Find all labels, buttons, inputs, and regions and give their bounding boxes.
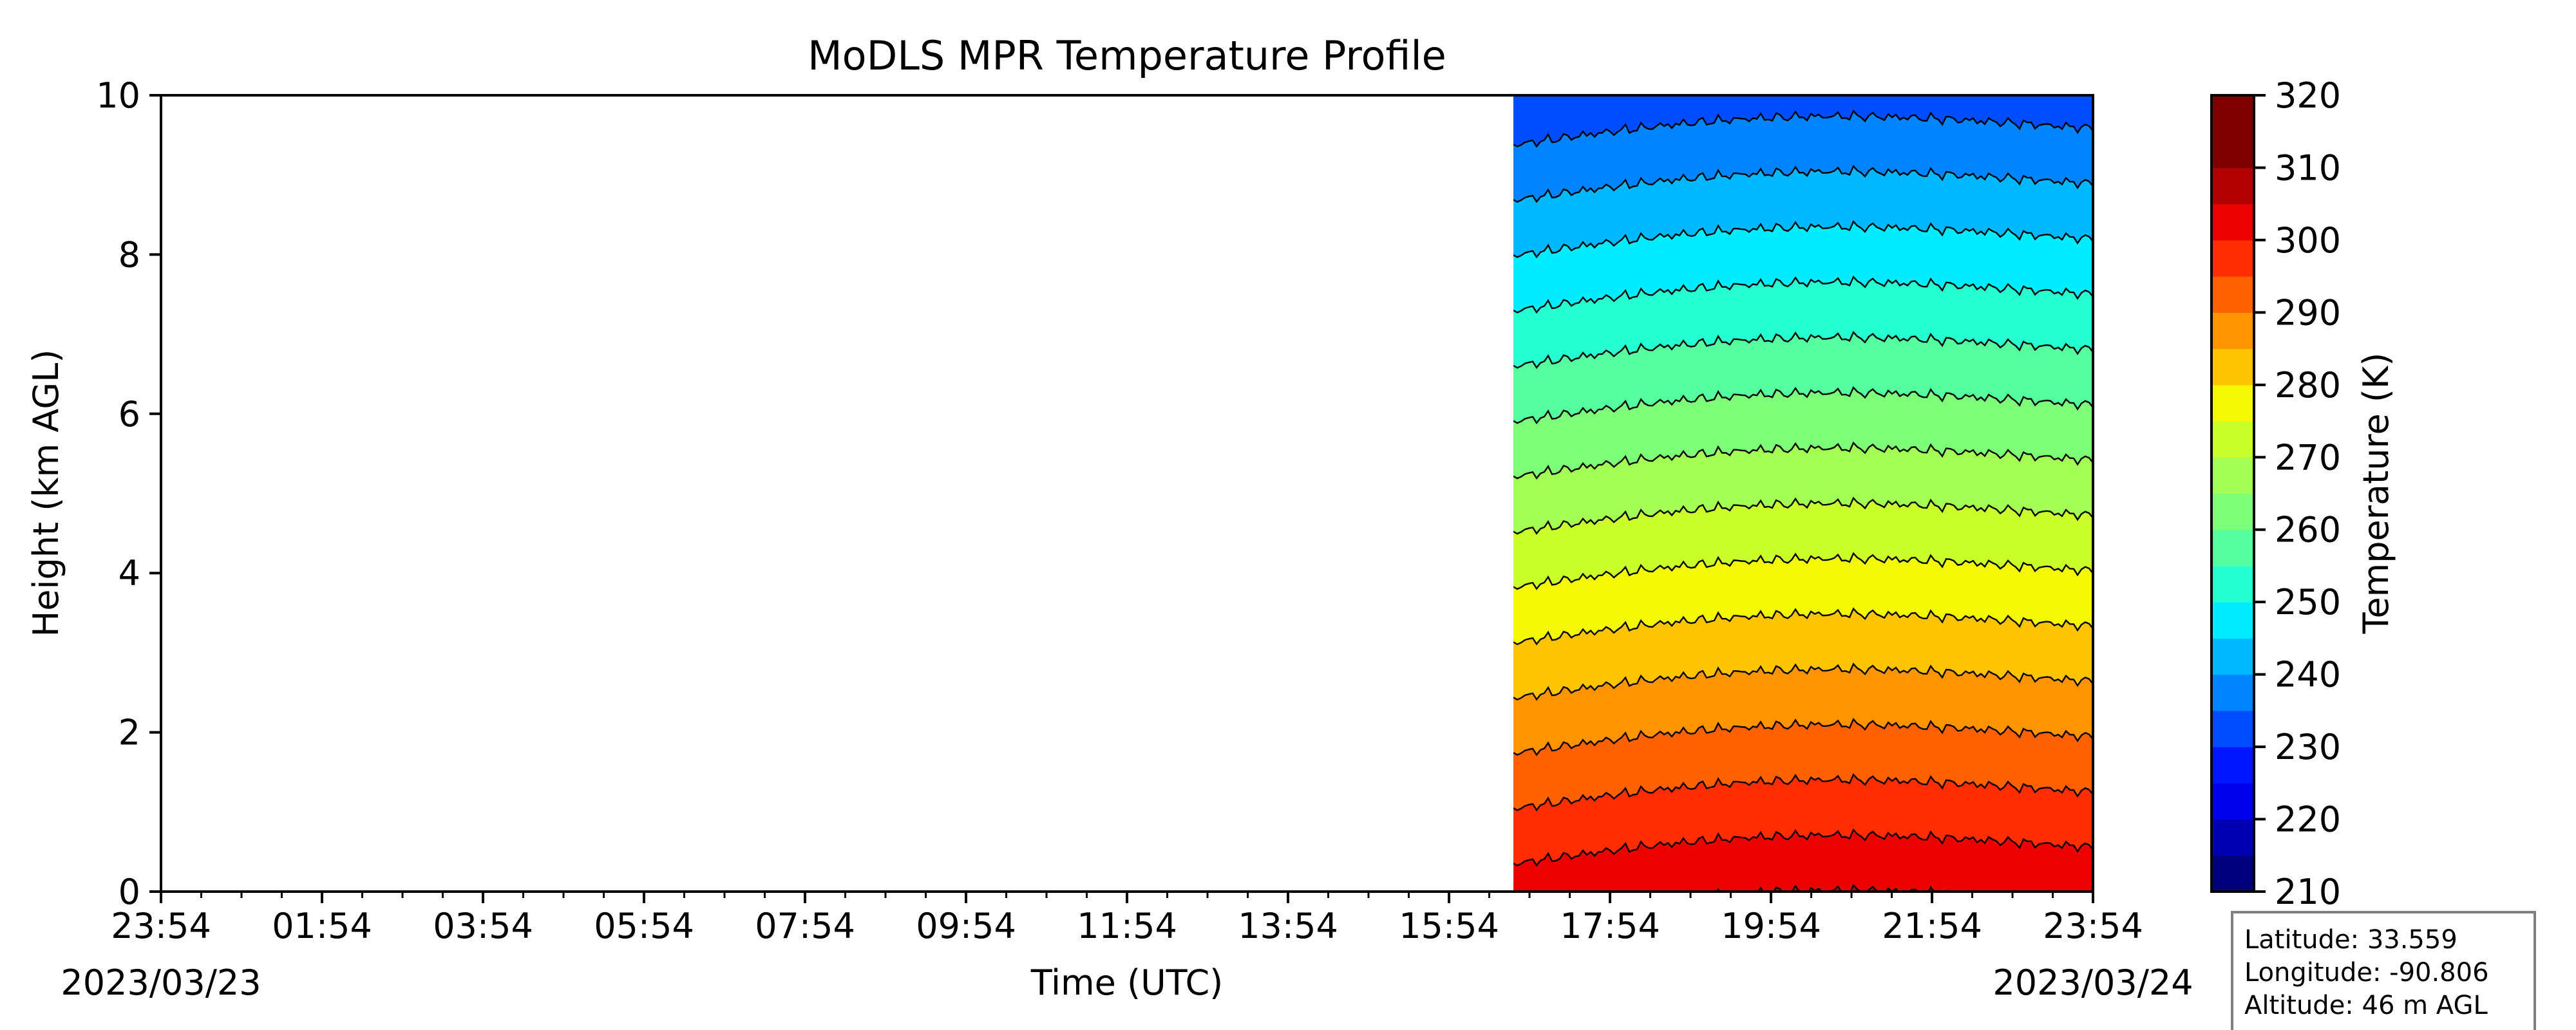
- colorbar-segment: [2211, 421, 2254, 458]
- colorbar: 210 220 230 240 250 260 270 280 290 300 310 320: [2210, 75, 2341, 912]
- temperature-contour-fill: [1513, 95, 2093, 892]
- colorbar-segment: [2211, 710, 2254, 747]
- colorbar-segment: [2211, 312, 2254, 350]
- contour-line: [1513, 662, 2093, 701]
- temperature-contour-lines: [1513, 1, 2093, 892]
- colorbar-segment: [2211, 855, 2254, 892]
- end-date-label: 2023/03/24: [1993, 962, 2193, 1003]
- y-axis-label: Height (km AGL): [26, 350, 66, 637]
- colorbar-segment: [2211, 384, 2254, 422]
- contour-line: [1513, 496, 2093, 535]
- colorbar-tick-label: 300: [2275, 220, 2341, 261]
- chart-title: MoDLS MPR Temperature Profile: [808, 32, 1446, 79]
- colorbar-segment: [2211, 674, 2254, 711]
- colorbar-tick-label: 280: [2275, 365, 2341, 406]
- colorbar-segment: [2211, 747, 2254, 783]
- x-tick-label: 21:54: [1882, 906, 1982, 946]
- colorbar-segment: [2211, 167, 2254, 205]
- contour-line: [1513, 552, 2093, 590]
- colorbar-tick-label: 320: [2275, 75, 2341, 116]
- contour-line: [1513, 220, 2093, 259]
- x-tick-label: 13:54: [1238, 906, 1338, 946]
- colorbar-tick-label: 210: [2275, 872, 2341, 912]
- contour-line: [1513, 718, 2093, 756]
- x-tick-label: 23:54: [2043, 906, 2143, 946]
- x-tick-label: 23:54: [111, 906, 211, 946]
- x-tick-label: 09:54: [916, 906, 1016, 946]
- x-tick-label: 07:54: [755, 906, 855, 946]
- colorbar-label: Temperature (K): [2356, 353, 2396, 635]
- x-tick-label: 03:54: [433, 906, 533, 946]
- contour-line: [1513, 441, 2093, 480]
- colorbar-segment: [2211, 493, 2254, 530]
- x-tick-label: 15:54: [1399, 906, 1499, 946]
- contour-line: [1513, 109, 2093, 148]
- contour-line: [1513, 1, 2093, 36]
- contour-line: [1513, 607, 2093, 646]
- colorbar-segment: [2211, 95, 2254, 132]
- y-tick-label: 4: [118, 553, 140, 594]
- y-axis: 0 2 4 6 8 10: [96, 75, 161, 912]
- colorbar-segment: [2211, 819, 2254, 856]
- station-info-box: Latitude: 33.559 Longitude: -90.806 Alti…: [2231, 911, 2536, 1030]
- colorbar-tick-label: 250: [2275, 582, 2341, 623]
- contour-line: [1513, 828, 2093, 867]
- contour-line: [1513, 386, 2093, 425]
- colorbar-tick-label: 290: [2275, 292, 2341, 333]
- colorbar-segment: [2211, 529, 2254, 566]
- contour-line: [1513, 330, 2093, 370]
- colorbar-segment: [2211, 783, 2254, 820]
- colorbar-tick-label: 220: [2275, 800, 2341, 840]
- x-axis: 23:54 01:54 03:54 05:54 07:54 09:54 11:54 13:54…: [111, 892, 2143, 946]
- x-tick-label: 11:54: [1077, 906, 1177, 946]
- colorbar-segment: [2211, 602, 2254, 639]
- colorbar-tick-label: 240: [2275, 655, 2341, 695]
- colorbar-tick-label: 260: [2275, 510, 2341, 550]
- contour-line: [1513, 275, 2093, 314]
- contour-line: [1513, 773, 2093, 812]
- y-tick-label: 8: [118, 234, 140, 275]
- colorbar-segment: [2211, 457, 2254, 494]
- colorbar-segment: [2211, 638, 2254, 675]
- colorbar-segment: [2211, 348, 2254, 386]
- y-tick-label: 2: [118, 713, 140, 753]
- x-tick-label: 01:54: [272, 906, 372, 946]
- contour-line: [1513, 165, 2093, 203]
- colorbar-frame: [2210, 94, 2255, 893]
- x-tick-label: 05:54: [594, 906, 694, 946]
- colorbar-segment: [2211, 131, 2254, 169]
- colorbar-segment: [2211, 203, 2254, 241]
- colorbar-tick-label: 270: [2275, 437, 2341, 478]
- x-axis-label: Time (UTC): [1030, 962, 1224, 1003]
- colorbar-segment: [2211, 239, 2254, 277]
- contour-line: [1513, 55, 2093, 91]
- station-latitude: Latitude: 33.559: [2244, 925, 2458, 955]
- contour-band: [1513, 830, 2093, 892]
- station-info-frame: [2231, 911, 2536, 1030]
- start-date-label: 2023/03/23: [61, 962, 261, 1003]
- colorbar-tick-label: 310: [2275, 147, 2341, 188]
- x-tick-label: 17:54: [1560, 906, 1660, 946]
- colorbar-segment: [2211, 276, 2254, 313]
- y-tick-label: 0: [118, 872, 140, 912]
- station-altitude: Altitude: 46 m AGL: [2244, 991, 2488, 1020]
- colorbar-segment: [2211, 565, 2254, 603]
- station-longitude: Longitude: -90.806: [2244, 958, 2489, 988]
- x-tick-label: 19:54: [1721, 906, 1821, 946]
- y-tick-label: 6: [118, 394, 140, 435]
- colorbar-tick-label: 230: [2275, 727, 2341, 767]
- y-tick-label: 10: [96, 75, 140, 116]
